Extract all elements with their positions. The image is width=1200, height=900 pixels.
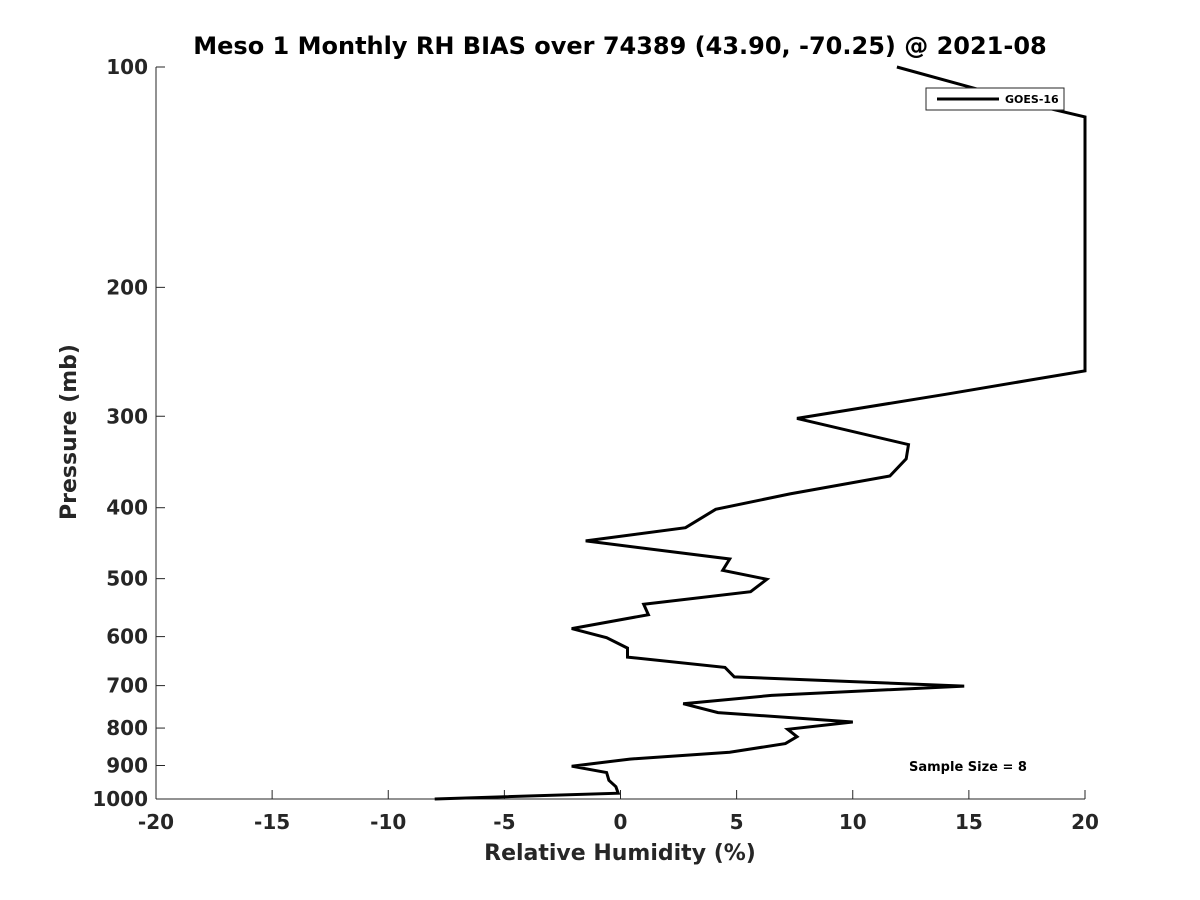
x-tick-label: 20 xyxy=(1071,810,1099,834)
x-axis-label: Relative Humidity (%) xyxy=(484,841,756,866)
x-tick-label: -10 xyxy=(370,810,406,834)
x-tick-label: -5 xyxy=(493,810,515,834)
x-tick-label: 5 xyxy=(730,810,744,834)
y-tick-label: 900 xyxy=(106,754,148,778)
legend-entry-label: GOES-16 xyxy=(1005,93,1059,106)
legend: GOES-16 xyxy=(925,87,1065,111)
y-tick-label: 400 xyxy=(106,496,148,520)
y-tick-label: 100 xyxy=(106,55,148,79)
y-tick-label: 600 xyxy=(106,625,148,649)
y-axis-label: Pressure (mb) xyxy=(57,344,82,520)
x-tick-label: 10 xyxy=(839,810,867,834)
x-tick-label: 15 xyxy=(955,810,983,834)
y-tick-label: 200 xyxy=(106,275,148,299)
y-tick-label: 1000 xyxy=(92,787,148,811)
y-tick-label: 500 xyxy=(106,567,148,591)
x-tick-label: -15 xyxy=(254,810,290,834)
x-tick-label: -20 xyxy=(138,810,174,834)
y-tick-label: 300 xyxy=(106,404,148,428)
series-layer xyxy=(434,65,1087,801)
ticks: -20 -15 -10 -5 0 5 10 15 20 100 200 300 400 500 600 700… xyxy=(92,55,1099,834)
sample-size-annotation: Sample Size = 8 xyxy=(909,760,1027,775)
x-tick-label: 0 xyxy=(614,810,628,834)
y-tick-label: 700 xyxy=(106,674,148,698)
series-line-goes-16 xyxy=(434,65,1087,801)
y-tick-label: 800 xyxy=(106,716,148,740)
chart-title: Meso 1 Monthly RH BIAS over 74389 (43.90… xyxy=(193,32,1046,60)
